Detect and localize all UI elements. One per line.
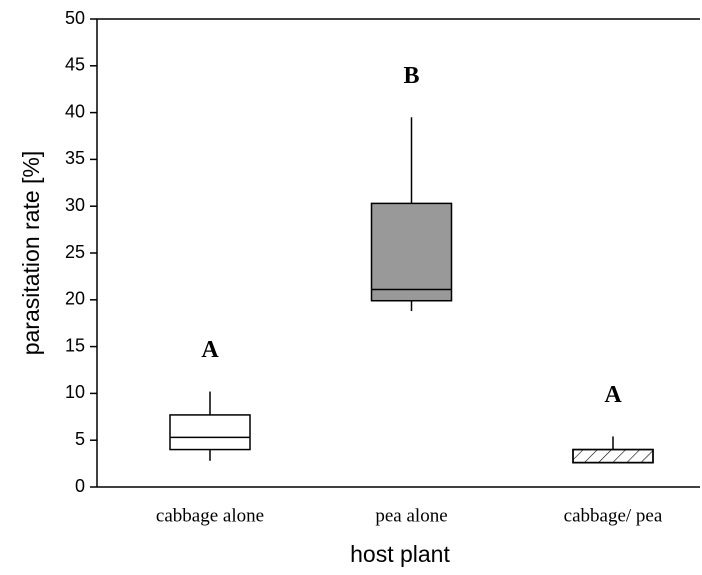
y-tick-label: 15 bbox=[65, 335, 85, 355]
y-tick-label: 30 bbox=[65, 195, 85, 215]
significance-letter: A bbox=[604, 382, 622, 408]
y-tick-label: 20 bbox=[65, 289, 85, 309]
y-axis-label: parasitation rate [%] bbox=[18, 151, 44, 356]
x-axis-label: host plant bbox=[350, 541, 450, 567]
significance-letter: B bbox=[403, 63, 419, 89]
y-tick-label: 0 bbox=[75, 476, 85, 496]
y-tick-label: 5 bbox=[75, 429, 85, 449]
significance-letter: A bbox=[201, 337, 219, 363]
x-tick-label: cabbage alone bbox=[156, 505, 264, 526]
box-hatch bbox=[572, 448, 654, 464]
y-tick-label: 25 bbox=[65, 242, 85, 262]
y-tick-label: 45 bbox=[65, 55, 85, 75]
box bbox=[370, 202, 453, 302]
y-tick-label: 50 bbox=[65, 8, 85, 28]
x-tick-label: pea alone bbox=[375, 505, 447, 526]
box bbox=[169, 414, 251, 451]
y-tick-label: 10 bbox=[65, 382, 85, 402]
y-tick-label: 40 bbox=[65, 101, 85, 121]
y-tick-label: 35 bbox=[65, 148, 85, 168]
x-tick-label: cabbage/ pea bbox=[564, 505, 663, 526]
